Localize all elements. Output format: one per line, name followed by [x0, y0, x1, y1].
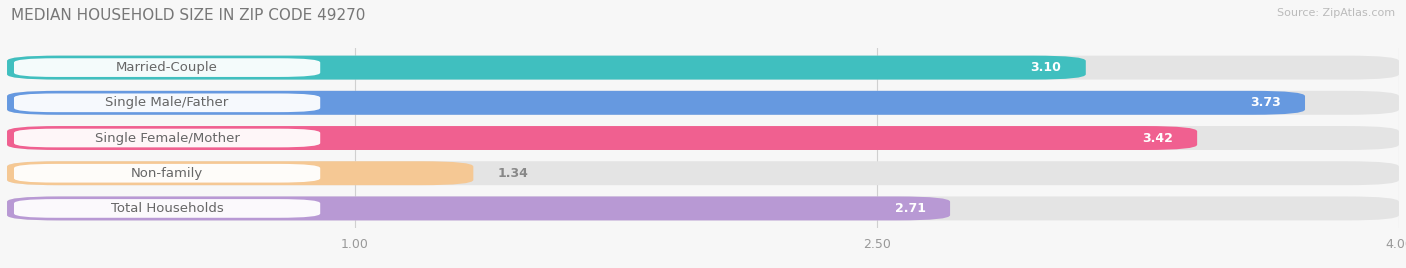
- Text: 2.71: 2.71: [894, 202, 925, 215]
- Text: 3.42: 3.42: [1142, 132, 1173, 144]
- Text: Single Male/Father: Single Male/Father: [105, 96, 229, 109]
- FancyBboxPatch shape: [7, 196, 1399, 220]
- Text: Non-family: Non-family: [131, 167, 204, 180]
- Text: Single Female/Mother: Single Female/Mother: [94, 132, 239, 144]
- FancyBboxPatch shape: [7, 91, 1305, 115]
- FancyBboxPatch shape: [7, 161, 474, 185]
- FancyBboxPatch shape: [7, 91, 1399, 115]
- FancyBboxPatch shape: [7, 161, 1399, 185]
- Text: Married-Couple: Married-Couple: [117, 61, 218, 74]
- FancyBboxPatch shape: [14, 94, 321, 112]
- FancyBboxPatch shape: [7, 56, 1399, 80]
- Text: Total Households: Total Households: [111, 202, 224, 215]
- FancyBboxPatch shape: [14, 129, 321, 147]
- FancyBboxPatch shape: [7, 126, 1197, 150]
- Text: MEDIAN HOUSEHOLD SIZE IN ZIP CODE 49270: MEDIAN HOUSEHOLD SIZE IN ZIP CODE 49270: [11, 8, 366, 23]
- FancyBboxPatch shape: [7, 56, 1085, 80]
- FancyBboxPatch shape: [14, 58, 321, 77]
- FancyBboxPatch shape: [14, 164, 321, 183]
- Text: 1.34: 1.34: [498, 167, 529, 180]
- Text: Source: ZipAtlas.com: Source: ZipAtlas.com: [1277, 8, 1395, 18]
- FancyBboxPatch shape: [14, 199, 321, 218]
- Text: 3.73: 3.73: [1250, 96, 1281, 109]
- FancyBboxPatch shape: [7, 126, 1399, 150]
- FancyBboxPatch shape: [7, 196, 950, 220]
- Text: 3.10: 3.10: [1031, 61, 1062, 74]
